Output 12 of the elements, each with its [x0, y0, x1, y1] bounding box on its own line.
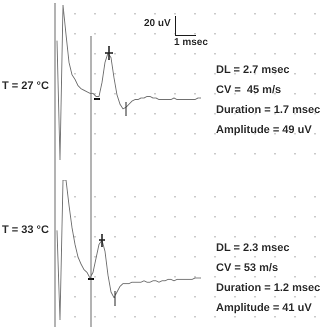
text: DL = 2.7 msec	[216, 64, 290, 76]
text: T = 33 °C	[2, 224, 49, 236]
text: Duration = 1.2 msec	[216, 282, 320, 294]
annotation: 20 uV	[144, 18, 171, 29]
text: T = 27 °C	[2, 80, 49, 92]
text: CV = 45 m/s	[216, 84, 282, 96]
text: Amplitude = 49 uV	[216, 124, 312, 136]
text: Duration = 1.7 msec	[216, 104, 320, 116]
annotation: 1 msec	[174, 37, 208, 48]
text: CV = 53 m/s	[216, 262, 278, 274]
text: DL = 2.3 msec	[216, 242, 290, 254]
text: Amplitude = 41 uV	[216, 302, 312, 314]
